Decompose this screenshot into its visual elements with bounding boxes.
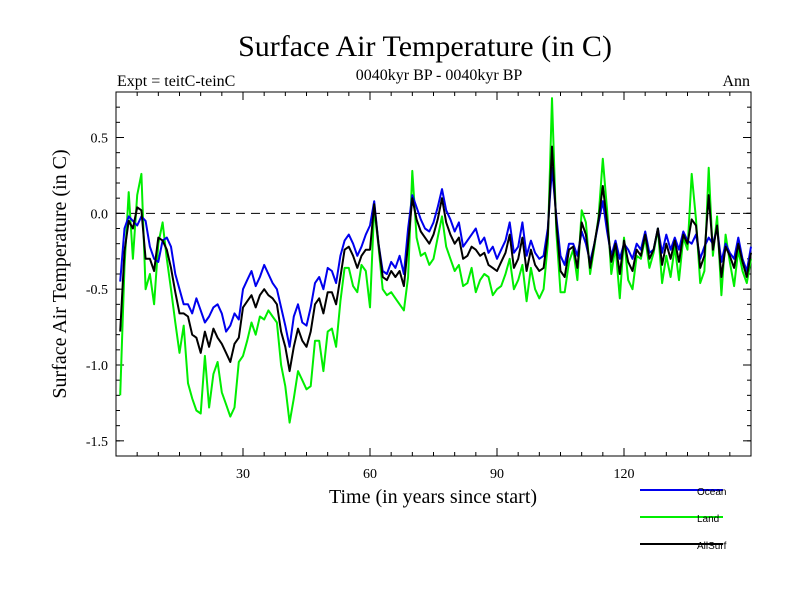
y-axis-label: Surface Air Temperature (in C) xyxy=(49,149,71,398)
legend: Ocean Land AllSurf xyxy=(640,487,727,552)
legend-label-ocean: Ocean xyxy=(697,487,726,498)
chart-subtitle-right: Ann xyxy=(722,73,750,90)
x-tick-label: 30 xyxy=(236,467,250,482)
legend-label-allsurf: AllSurf xyxy=(697,541,727,552)
series-line-allsurf xyxy=(119,145,752,373)
series-line-ocean xyxy=(119,166,752,348)
y-tick-label: -0.5 xyxy=(86,283,108,298)
y-tick-label: -1.5 xyxy=(86,435,108,450)
y-tick-label: 0.5 xyxy=(91,132,109,147)
y-tick-label: 0.0 xyxy=(91,207,109,222)
chart-subtitle-left: Expt = teitC-teinC xyxy=(117,73,235,90)
legend-label-land: Land xyxy=(697,514,719,525)
chart-title: Surface Air Temperature (in C) xyxy=(238,30,612,63)
y-tick-label: -1.0 xyxy=(86,359,108,374)
x-tick-label: 90 xyxy=(490,467,504,482)
x-axis: 30 60 90 120 xyxy=(136,92,731,482)
series-line-land xyxy=(119,97,752,424)
x-tick-label: 120 xyxy=(614,467,635,482)
series-layer xyxy=(119,97,752,424)
x-tick-label: 60 xyxy=(363,467,377,482)
plot-frame xyxy=(115,91,752,457)
y-axis: -1.5 -1.0 -0.5 0.0 0.5 xyxy=(86,106,751,450)
chart-subtitle-center: 0040kyr BP - 0040kyr BP xyxy=(356,67,523,84)
x-axis-label: Time (in years since start) xyxy=(329,486,537,508)
